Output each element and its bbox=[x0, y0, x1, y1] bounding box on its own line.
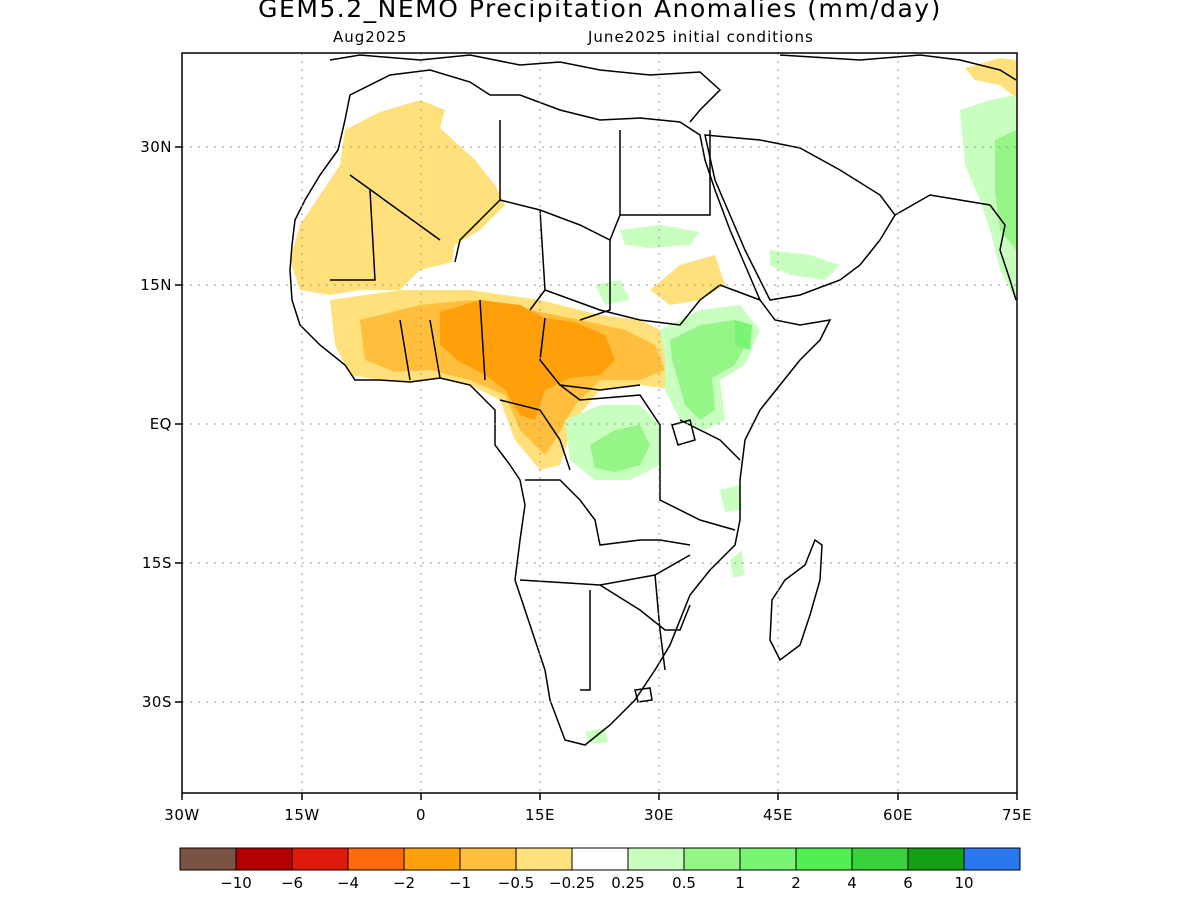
colorbar-label: −0.5 bbox=[498, 874, 534, 892]
x-tick-label: 30W bbox=[164, 806, 199, 824]
colorbar-swatch bbox=[347, 847, 405, 871]
colorbar-swatch bbox=[683, 847, 741, 871]
x-tick-label: 0 bbox=[416, 806, 426, 824]
colorbar-swatch bbox=[907, 847, 965, 871]
map-title: GEM5.2_NEMO Precipitation Anomalies (mm/… bbox=[258, 0, 942, 23]
y-tick-label: 15N bbox=[140, 276, 172, 294]
anomaly-sudan-dry bbox=[650, 255, 725, 305]
x-tick-label: 75E bbox=[1002, 806, 1032, 824]
colorbar-label: −4 bbox=[337, 874, 359, 892]
colorbar-swatch bbox=[851, 847, 909, 871]
colorbar-swatch bbox=[459, 847, 517, 871]
madagascar-coastline bbox=[769, 538, 823, 662]
europe-coastline bbox=[329, 54, 722, 123]
colorbar-swatch bbox=[739, 847, 797, 871]
colorbar-label: −10 bbox=[220, 874, 252, 892]
y-tick-label: 30N bbox=[140, 138, 172, 156]
borders-north bbox=[330, 120, 711, 311]
lake-victoria bbox=[671, 419, 696, 446]
colorbar-label: −0.25 bbox=[549, 874, 595, 892]
colorbar-swatch bbox=[627, 847, 685, 871]
colorbar-swatch bbox=[403, 847, 461, 871]
x-tick-label: 15E bbox=[525, 806, 555, 824]
colorbar-swatch bbox=[235, 847, 293, 871]
y-tick-label: EQ bbox=[150, 415, 172, 433]
colorbar-label: 2 bbox=[791, 874, 801, 892]
anomaly-india-wet bbox=[995, 130, 1016, 250]
forecast-period: Aug2025 bbox=[333, 28, 408, 46]
anomaly-kenya-wet-patch bbox=[720, 485, 742, 512]
x-tick-label: 15W bbox=[284, 806, 319, 824]
colorbar-swatch bbox=[795, 847, 853, 871]
colorbar-label: 10 bbox=[954, 874, 973, 892]
lesotho-border bbox=[634, 687, 653, 703]
x-tick-label: 45E bbox=[763, 806, 793, 824]
y-tick-label: 15S bbox=[142, 554, 172, 572]
colorbar-label: 6 bbox=[903, 874, 913, 892]
anomaly-layer bbox=[290, 58, 1016, 744]
anomaly-sahel-wet-patch bbox=[595, 280, 630, 305]
anomaly-ethiopia-wet-core bbox=[735, 320, 752, 350]
colorbar-label: 1 bbox=[735, 874, 745, 892]
initial-conditions: June2025 initial conditions bbox=[588, 28, 814, 46]
colorbar-swatch bbox=[179, 847, 237, 871]
colorbar-swatch bbox=[963, 847, 1021, 871]
borders-south bbox=[519, 479, 691, 691]
iran-coast bbox=[894, 194, 1017, 301]
anomaly-yemen-wet-patch bbox=[770, 250, 840, 280]
colorbar-label: 0.25 bbox=[611, 874, 644, 892]
colorbar-label: −2 bbox=[393, 874, 415, 892]
y-axis-labels: 30N 15N EQ 15S 30S bbox=[140, 138, 172, 711]
arabia-coastline bbox=[704, 134, 896, 301]
anomaly-ethiopia-wet bbox=[670, 320, 748, 420]
anomaly-egypt-wet-patch bbox=[620, 225, 700, 248]
x-tick-label: 30E bbox=[644, 806, 674, 824]
anomaly-sahel-core bbox=[440, 300, 615, 420]
x-axis-labels: 30W 15W 0 15E 30E 45E 60E 75E bbox=[164, 806, 1032, 824]
anomaly-iran-dry bbox=[965, 58, 1016, 98]
map-frame bbox=[181, 52, 1018, 794]
asia-coastline bbox=[779, 54, 1017, 81]
borders-sahel bbox=[399, 240, 761, 391]
anomaly-west-sahara-dry bbox=[290, 100, 505, 295]
anomaly-mozambique-wet-patch bbox=[730, 550, 744, 578]
borders-central bbox=[499, 384, 741, 531]
colorbar-label: 4 bbox=[847, 874, 857, 892]
colorbar-swatch bbox=[515, 847, 573, 871]
y-tick-label: 30S bbox=[142, 693, 172, 711]
colorbar-swatch bbox=[291, 847, 349, 871]
colorbar-swatch bbox=[571, 847, 629, 871]
colorbar-label: −6 bbox=[281, 874, 303, 892]
x-tick-label: 60E bbox=[883, 806, 913, 824]
colorbar-label: −1 bbox=[449, 874, 471, 892]
grid-lines bbox=[182, 53, 1017, 793]
colorbar: −10 −6 −4 −2 −1 −0.5 −0.25 0.25 0.5 1 2 4 6 10 bbox=[179, 847, 1021, 892]
anomaly-congo-wet bbox=[590, 425, 650, 472]
tick-marks bbox=[175, 146, 1018, 800]
colorbar-label: 0.5 bbox=[672, 874, 696, 892]
